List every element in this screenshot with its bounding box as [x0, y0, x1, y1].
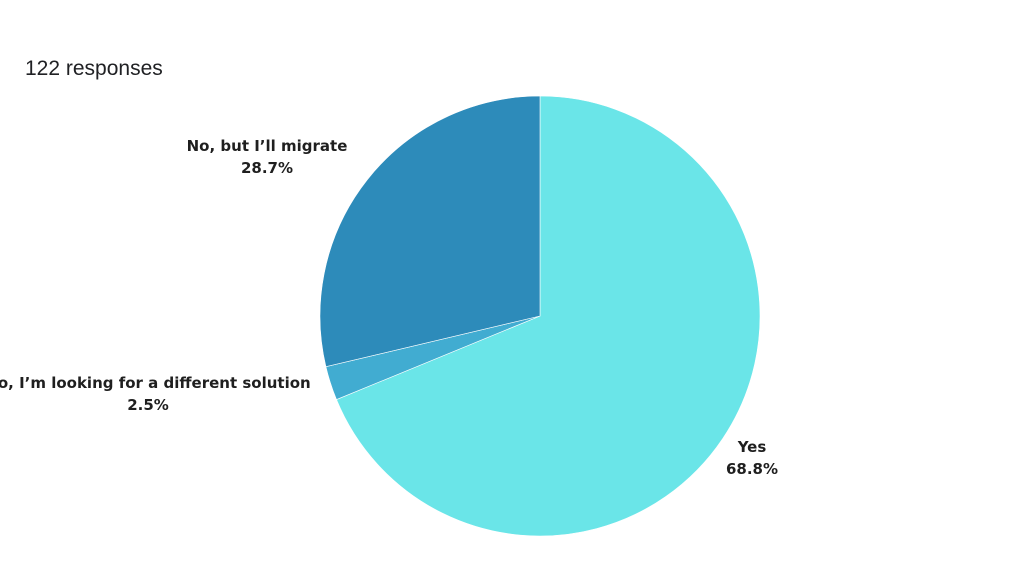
slice-label-different-solution: No, I’m looking for a different solution…: [0, 372, 311, 416]
slice-value-label: 68.8%: [725, 460, 779, 478]
slice-label-text: Yes: [737, 438, 767, 456]
slice-label-yes: Yes 68.8%: [726, 436, 778, 480]
response-count: 122 responses: [25, 57, 163, 80]
slice-label-text: No, I’m looking for a different solution: [0, 374, 311, 392]
pie-slice-yes: [336, 95, 761, 537]
slice-label-text: No, but I’ll migrate: [186, 137, 348, 155]
slice-value-label: 2.5%: [127, 396, 169, 414]
slice-label-migrate: No, but I’ll migrate 28.7%: [187, 135, 348, 179]
slice-value-label: 28.7%: [240, 159, 294, 177]
pie-slice-migrate: [319, 95, 541, 368]
